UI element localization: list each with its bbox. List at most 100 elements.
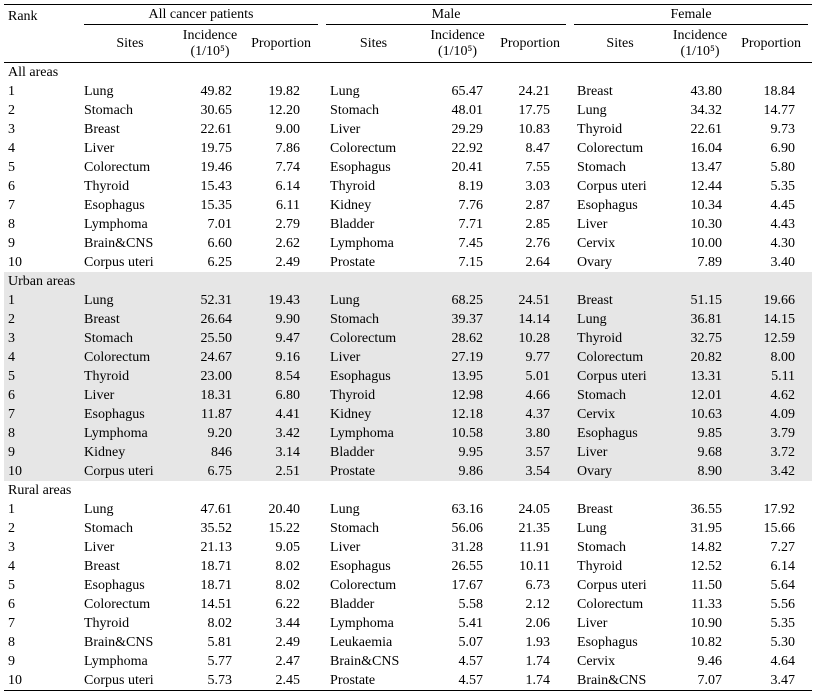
proportion: 9.47: [240, 329, 323, 348]
rank: 8: [4, 424, 80, 443]
site: Liver: [577, 616, 608, 631]
proportion: 6.90: [770, 141, 796, 156]
proportion: 15.66: [763, 521, 796, 536]
site: Stomach: [577, 540, 627, 555]
proportion: 4.09: [730, 405, 813, 424]
proportion: 8.00: [730, 348, 813, 367]
incidence: 18.71: [200, 578, 233, 593]
incidence: 25.50: [180, 329, 240, 348]
proportion: 1.74: [490, 671, 571, 691]
site: Liver: [80, 386, 180, 405]
rank: 4: [8, 141, 15, 156]
site: Esophagus: [84, 578, 145, 593]
data-row: 7 Thyroid 8.02 3.44 Lymphoma 5.41 2.06 Liver 10.…: [4, 614, 812, 633]
site: Liver: [330, 540, 361, 555]
proportion: 5.64: [770, 578, 796, 593]
proportion: 6.22: [275, 597, 301, 612]
rank: 1: [8, 502, 15, 517]
site: Esophagus: [570, 424, 671, 443]
data-row: 7 Esophagus 15.35 6.11 Kidney 7.76 2.87 Esophag…: [4, 196, 812, 215]
proportion: 1.93: [525, 635, 551, 650]
data-row: 9 Kidney 846 3.14 Bladder 9.95 3.57 Liver 9.68 3.…: [4, 443, 813, 462]
site: Lung: [80, 291, 180, 310]
incidence: 22.92: [451, 141, 484, 156]
incidence-label: Incidence: [672, 27, 728, 43]
incidence: 5.07: [458, 635, 484, 650]
incidence: 846: [180, 443, 240, 462]
proportion: 6.80: [240, 386, 323, 405]
rank: 9: [8, 654, 15, 669]
site: Corpus uteri: [577, 179, 647, 194]
group-label: All cancer patients: [84, 5, 319, 25]
data-row: 9 Lymphoma 5.77 2.47 Brain&CNS 4.57 1.74 Cervix…: [4, 652, 812, 671]
data-row: 8 Lymphoma 7.01 2.79 Bladder 7.71 2.85 Liver 10.…: [4, 215, 812, 234]
site: Liver: [330, 122, 361, 137]
site: Liver: [84, 540, 115, 555]
proportion: 4.37: [490, 405, 571, 424]
proportion: 20.40: [268, 502, 301, 517]
incidence: 39.37: [425, 310, 491, 329]
proportion: 3.72: [730, 443, 813, 462]
site: Esophagus: [577, 635, 638, 650]
proportion: 12.59: [730, 329, 813, 348]
rank: 4: [4, 348, 80, 367]
site: Lung: [84, 84, 114, 99]
site: Esophagus: [330, 559, 391, 574]
incidence: 5.81: [207, 635, 233, 650]
rank: 9: [4, 443, 80, 462]
proportion: 5.35: [770, 179, 796, 194]
rank: 3: [8, 540, 15, 555]
section-row: Urban areas: [4, 272, 813, 291]
incidence: 7.71: [458, 217, 484, 232]
incidence: 65.47: [451, 84, 484, 99]
incidence: 6.60: [207, 236, 233, 251]
incidence: 22.61: [200, 122, 233, 137]
site: Corpus uteri: [570, 367, 671, 386]
incidence: 49.82: [200, 84, 233, 99]
site: Lymphoma: [330, 616, 394, 631]
site: Breast: [84, 122, 120, 137]
incidence: 56.06: [451, 521, 484, 536]
incidence: 47.61: [200, 502, 233, 517]
site: Esophagus: [80, 405, 180, 424]
site: Breast: [80, 310, 180, 329]
proportion: 4.45: [770, 198, 796, 213]
proportion: 2.64: [525, 255, 551, 270]
site: Thyroid: [84, 616, 130, 631]
proportion: 4.30: [770, 236, 796, 251]
site: Prostate: [330, 255, 376, 270]
proportion: 2.49: [275, 255, 301, 270]
proportion-header: Proportion: [730, 25, 813, 63]
proportion: 3.40: [770, 255, 796, 270]
data-row: 7 Esophagus 11.87 4.41 Kidney 12.18 4.37 Cervix…: [4, 405, 813, 424]
incidence: 10.82: [690, 635, 723, 650]
proportion: 2.62: [275, 236, 301, 251]
incidence: 20.82: [670, 348, 731, 367]
incidence: 15.35: [200, 198, 233, 213]
proportion: 7.86: [275, 141, 301, 156]
site: Lung: [84, 502, 114, 517]
incidence-header: Incidence (1/10⁵): [425, 25, 491, 63]
proportion: 3.42: [730, 462, 813, 481]
incidence-unit: (1/10⁵): [437, 43, 478, 59]
incidence-header: Incidence (1/10⁵): [670, 25, 731, 63]
incidence: 7.89: [697, 255, 723, 270]
site: Lymphoma: [84, 217, 148, 232]
rank: 6: [8, 179, 15, 194]
incidence: 10.90: [690, 616, 723, 631]
proportion: 5.01: [490, 367, 571, 386]
incidence: 52.31: [180, 291, 240, 310]
proportion: 4.66: [490, 386, 571, 405]
proportion: 8.02: [275, 559, 301, 574]
section-label: Rural areas: [8, 483, 72, 498]
site: Lung: [577, 521, 607, 536]
incidence-unit: (1/10⁵): [680, 43, 720, 59]
proportion: 2.47: [275, 654, 301, 669]
rank: 7: [8, 616, 15, 631]
incidence: 15.43: [200, 179, 233, 194]
group-header: All cancer patients: [80, 4, 323, 25]
group-header: Male: [322, 4, 571, 25]
rank-header: Rank: [4, 4, 80, 63]
data-row: 3 Stomach 25.50 9.47 Colorectum 28.62 10.28 Thy…: [4, 329, 813, 348]
incidence: 35.52: [200, 521, 233, 536]
